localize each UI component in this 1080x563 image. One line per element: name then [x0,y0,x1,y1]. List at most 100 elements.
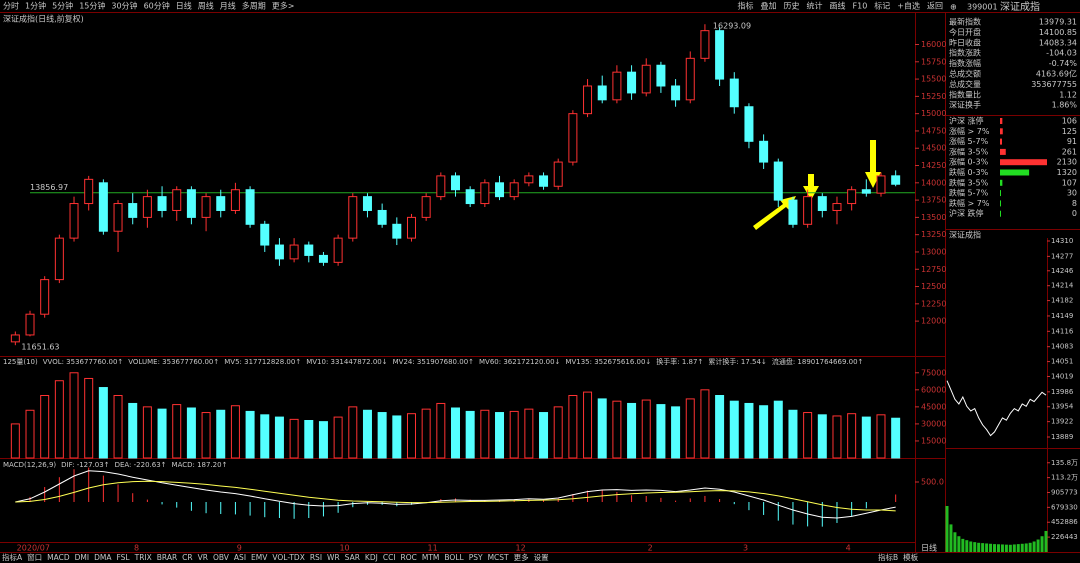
indicator-tab[interactable]: EMV [251,553,268,562]
period-tab[interactable]: 1分钟 [25,1,46,11]
indicator-tab[interactable]: 指标B [878,552,898,562]
y-tick-label: 15750 [921,57,946,66]
candle-body [685,57,695,101]
indicator-tab[interactable]: MCST [488,553,509,562]
intraday-volume-bar [1012,544,1016,552]
x-tick-label: 3 [743,544,748,553]
volume-bar [245,410,255,459]
y-tick-label: 14750 [921,126,946,135]
quote-value: 13979.31 [1039,18,1077,27]
indicator-tab[interactable]: PSY [469,553,483,562]
indicator-tab[interactable]: WR [327,553,340,562]
candle-body [304,244,314,256]
period-tab[interactable]: 日线 [176,1,192,11]
indicator-tab[interactable]: MTM [422,553,440,562]
indicator-tab[interactable]: VOL-TDX [272,553,304,562]
period-tab[interactable]: 30分钟 [111,1,137,11]
period-tab[interactable]: 周线 [198,1,214,11]
candle-body [627,71,637,94]
indicator-tab[interactable]: CCI [383,553,396,562]
indicator-tab[interactable]: BOLL [444,553,464,562]
y-tick-label: 60000 [921,385,946,394]
quote-label: 昨日收盘 [949,37,981,47]
volume-bar [495,412,505,459]
candle-body [832,203,842,211]
quote-label: 指数涨跌 [949,48,981,58]
toolbar-button[interactable]: 标记 [874,1,890,11]
toolbar-button[interactable]: 历史 [784,1,800,11]
indicator-tab[interactable]: CR [182,553,192,562]
toolbar-button[interactable]: 指标 [738,1,754,11]
candle-body [289,244,299,260]
indicator-tab[interactable]: OBV [213,553,230,562]
candle-body [465,189,475,205]
candle-body [157,196,167,211]
indicator-tab[interactable]: 模板 [903,552,918,562]
toolbar-button[interactable]: 返回 [927,2,943,11]
toolbar-button[interactable]: 统计 [807,1,823,11]
candle-body [656,64,666,87]
indicator-tab[interactable]: DMI [75,553,89,562]
intraday-volume-tick: 905773 [1051,488,1078,496]
period-tab[interactable]: 分时 [3,1,19,11]
candle-body [539,175,549,187]
indicator-label: MV5: 317712828.00↑ [224,358,301,366]
indicator-tab[interactable]: RSI [310,553,322,562]
indicator-tab[interactable]: ROC [401,553,417,562]
toolbar-button[interactable]: +自选 [897,1,920,11]
volume-bar [216,409,226,459]
toolbar-button[interactable]: F10 [853,2,868,11]
period-tab[interactable]: 月线 [220,1,236,11]
code: 399001 [967,3,998,12]
volume-bar [729,400,739,459]
indicator-tab[interactable]: ASI [234,553,246,562]
indicator-tab[interactable]: DMA [94,553,112,562]
intraday-tick: 13889 [1051,433,1073,441]
volume-bar [304,420,314,459]
y-tick-label: 13750 [921,196,946,205]
indicator-tab[interactable]: VR [198,553,208,562]
period-tab[interactable]: 5分钟 [52,1,73,11]
indicator-tab[interactable]: 窗口 [27,552,42,562]
intraday-title: 深证成指 [949,230,981,240]
intraday-volume-bar [977,542,981,552]
candle-body [84,178,94,205]
intraday-tick: 14182 [1051,297,1073,305]
breadth-label: 跌幅 3-5% [949,177,989,187]
toolbar-button[interactable]: 画线 [830,1,846,11]
intraday-tick: 13986 [1051,388,1074,396]
period-tab[interactable]: 多周期 [242,1,266,11]
period-tab[interactable]: 60分钟 [144,1,170,11]
period-tab[interactable]: 更多> [272,1,295,11]
indicator-tab[interactable]: SAR [345,553,360,562]
y-tick-label: 12000 [921,317,946,326]
volume-bar [612,400,622,459]
intraday-volume-bar [1032,541,1036,552]
indicator-tab[interactable]: TRIX [134,553,152,562]
low-label: 11651.63 [21,343,59,352]
indicator-tab[interactable]: 指标A [2,552,23,562]
icon: ⊕ [950,3,957,12]
intraday-tick: 13954 [1051,403,1074,411]
volume-bar [480,409,490,459]
breadth-value: 91 [1067,137,1077,146]
volume-bar [641,399,651,459]
reference-label: 13856.97 [30,183,68,192]
candle-body [597,85,607,101]
volume-bar [274,416,284,459]
period-tab[interactable]: 15分钟 [79,1,105,11]
indicator-tab[interactable]: 设置 [534,552,549,562]
intraday-volume-bar [945,506,949,552]
volume-bar [157,408,167,459]
indicator-tab[interactable]: FSL [116,553,130,562]
intraday-volume-bar [996,544,1000,552]
candle-body [817,196,827,211]
indicator-tab[interactable]: 更多 [514,552,529,562]
indicator-tab[interactable]: MACD [47,553,70,562]
indicator-tab[interactable]: BRAR [157,553,177,562]
candle-body [421,196,431,218]
volume-bar [773,400,783,459]
toolbar-button[interactable]: 叠加 [761,1,777,11]
indicator-tab[interactable]: KDJ [365,553,378,562]
